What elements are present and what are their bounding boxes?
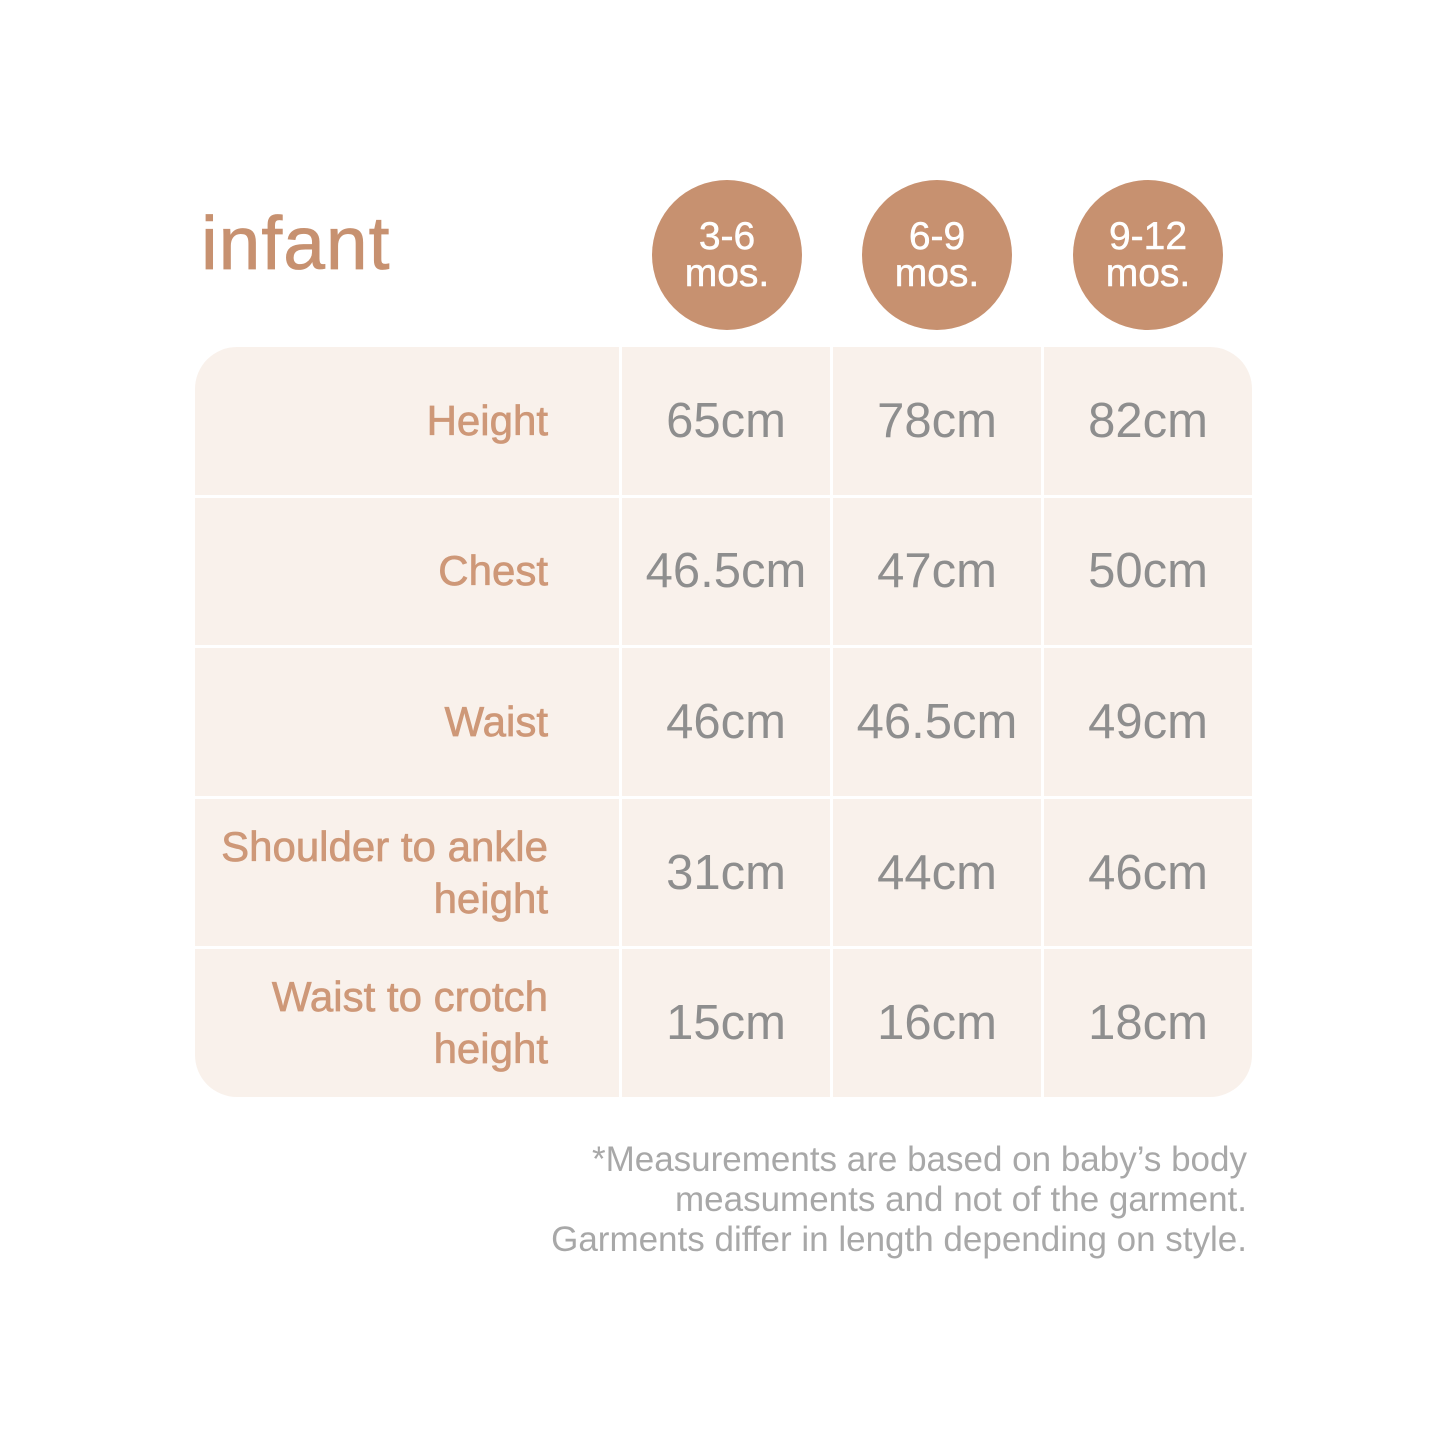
size-value-cell: 31cm [622, 798, 830, 947]
size-badge-3-6-mos: 3-6 mos. [652, 180, 802, 330]
footnote-line: Garments differ in length depending on s… [551, 1220, 1247, 1259]
row-label-text: Shoulder to ankle height [221, 822, 549, 922]
size-value-cell: 78cm [833, 347, 1041, 495]
footnote-line: measuments and not of the garment. [675, 1180, 1247, 1219]
row-label-shoulder-to-ankle: Shoulder to ankle height [195, 798, 619, 947]
size-badge-9-12-mos: 9-12 mos. [1073, 180, 1223, 330]
size-value-cell: 44cm [833, 798, 1041, 947]
row-label-waist-to-crotch: Waist to crotch height [195, 949, 619, 1097]
size-value-cell: 46.5cm [622, 497, 830, 646]
size-value-cell: 18cm [1044, 949, 1252, 1097]
size-value-cell: 50cm [1044, 497, 1252, 646]
badge-unit: mos. [894, 252, 980, 295]
size-value-cell: 16cm [833, 949, 1041, 1097]
badge-range: 6-9 [908, 215, 966, 258]
size-value-cell: 65cm [622, 347, 830, 495]
row-label-chest: Chest [195, 497, 619, 646]
row-label-text: Waist [444, 697, 548, 746]
badge-unit: mos. [1105, 252, 1191, 295]
size-chart-table: Height 65cm 78cm 82cm Chest 46.5cm 47cm … [195, 347, 1252, 1097]
size-value-cell: 47cm [833, 497, 1041, 646]
size-value-cell: 15cm [622, 949, 830, 1097]
size-value-cell: 46.5cm [833, 648, 1041, 796]
row-label-text: Chest [438, 547, 548, 595]
size-value-cell: 46cm [622, 648, 830, 796]
size-value-cell: 82cm [1044, 347, 1252, 495]
footnote-line: *Measurements are based on baby’s body [591, 1140, 1247, 1179]
badge-range: 3-6 [698, 215, 756, 258]
badge-range: 9-12 [1108, 215, 1188, 258]
size-value-cell: 49cm [1044, 648, 1252, 796]
size-value-cell: 46cm [1044, 798, 1252, 947]
page-title: infant [201, 201, 391, 285]
size-badge-6-9-mos: 6-9 mos. [862, 180, 1012, 330]
badge-unit: mos. [684, 252, 770, 295]
row-label-text: Waist to crotch height [271, 973, 548, 1073]
row-label-height: Height [195, 347, 619, 495]
row-label-waist: Waist [195, 648, 619, 796]
footnote: *Measurements are based on baby’s body m… [551, 1140, 1247, 1260]
row-label-text: Height [426, 396, 548, 444]
